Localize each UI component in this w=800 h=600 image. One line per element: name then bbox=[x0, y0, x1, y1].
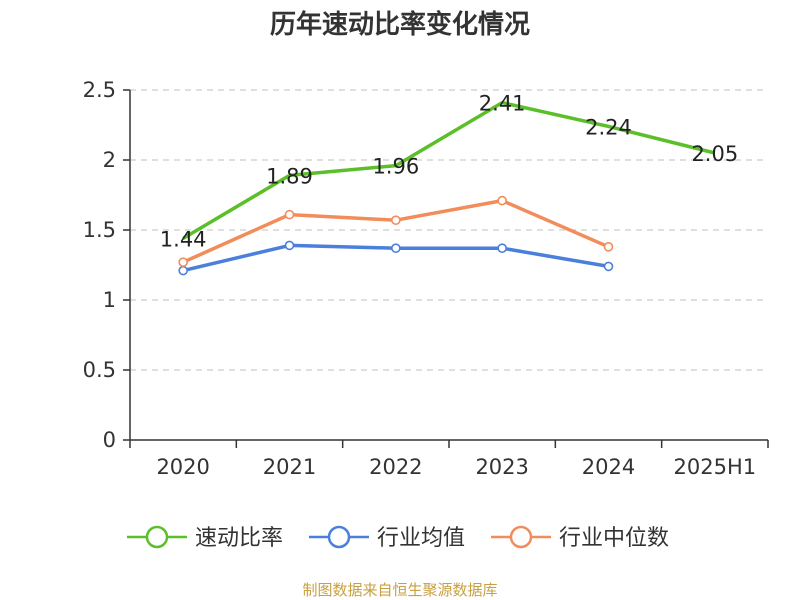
data-labels: 1.44 1.89 1.96 2.41 2.24 2.05 bbox=[160, 92, 738, 252]
y-axis: 0 0.5 1 1.5 2 2.5 bbox=[83, 78, 131, 452]
y-tick-label: 0.5 bbox=[83, 358, 116, 382]
legend: 速动比率 行业均值 行业中位数 bbox=[127, 525, 669, 551]
x-tick-label: 2023 bbox=[475, 455, 528, 479]
data-label: 1.89 bbox=[266, 164, 313, 188]
legend-label: 行业均值 bbox=[377, 526, 465, 551]
data-point bbox=[391, 215, 401, 225]
data-label: 2.24 bbox=[585, 115, 632, 139]
source-note: 制图数据来自恒生聚源数据库 bbox=[302, 581, 497, 599]
legend-marker bbox=[327, 525, 351, 549]
data-point bbox=[603, 261, 614, 272]
y-tick-label: 2.5 bbox=[83, 78, 116, 102]
data-label: 2.05 bbox=[691, 142, 738, 166]
data-label: 2.41 bbox=[479, 92, 526, 116]
x-tick-label: 2021 bbox=[263, 455, 316, 479]
x-tick-label: 2020 bbox=[156, 455, 209, 479]
data-point bbox=[178, 265, 188, 276]
data-point bbox=[497, 195, 507, 206]
x-tick-label: 2022 bbox=[369, 455, 422, 479]
data-point bbox=[284, 240, 295, 251]
y-tick-label: 0 bbox=[103, 428, 116, 452]
gridlines bbox=[130, 89, 768, 371]
data-point bbox=[391, 243, 401, 253]
data-point bbox=[497, 243, 507, 253]
legend-label: 行业中位数 bbox=[559, 526, 669, 551]
legend-marker bbox=[509, 525, 533, 549]
legend-marker bbox=[145, 525, 169, 549]
data-point bbox=[178, 257, 188, 268]
data-point bbox=[603, 242, 614, 252]
legend-label: 速动比率 bbox=[195, 526, 283, 551]
series-layer bbox=[178, 100, 716, 276]
x-axis: 2020 2021 2022 2023 2024 2025H1 bbox=[129, 439, 769, 479]
x-tick-label: 2025H1 bbox=[674, 455, 757, 479]
y-tick-label: 2 bbox=[103, 148, 116, 172]
data-point bbox=[284, 209, 295, 220]
series-line bbox=[182, 100, 716, 240]
data-label: 1.44 bbox=[160, 227, 207, 251]
x-tick-label: 2024 bbox=[582, 455, 635, 479]
y-tick-label: 1.5 bbox=[83, 218, 116, 242]
y-tick-label: 1 bbox=[103, 288, 116, 312]
data-label: 1.96 bbox=[372, 155, 419, 179]
chart-title: 历年速动比率变化情况 bbox=[270, 9, 530, 40]
